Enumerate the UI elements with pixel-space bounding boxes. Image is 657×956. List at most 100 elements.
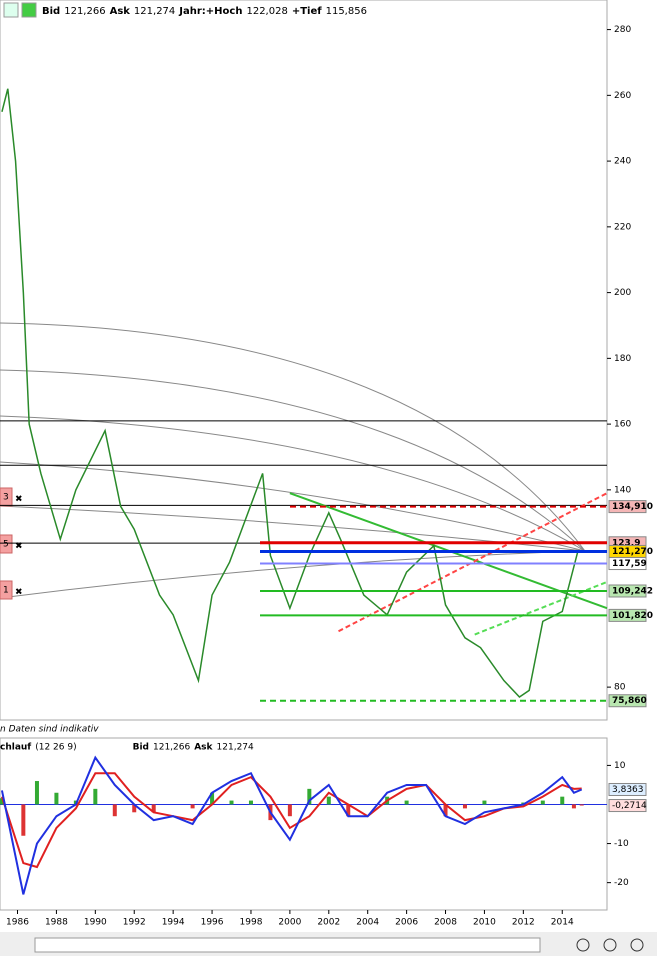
histogram-bar [540, 800, 545, 805]
y-tick-label: 180 [614, 354, 631, 364]
y-tick-label: 10 [614, 761, 626, 771]
macd-line [0, 755, 583, 895]
zoom-in[interactable] [630, 938, 644, 952]
y-tick-label: 160 [614, 420, 631, 430]
level-box [608, 557, 647, 571]
sub-header-item: 121,266 [153, 743, 190, 753]
zoom-out[interactable] [603, 938, 617, 952]
x-tick-label: 1994 [162, 918, 185, 928]
level-label: 134,910 [612, 502, 653, 512]
marker-label: 1 [3, 586, 9, 596]
x-tick-label: 2014 [551, 918, 574, 928]
histogram-bar [112, 804, 117, 817]
x-tick-label: 2004 [356, 918, 379, 928]
histogram-bar [579, 804, 584, 806]
histogram-bar [571, 804, 576, 809]
zoom-button[interactable] [576, 938, 590, 952]
x-tick-label: 1988 [45, 918, 68, 928]
delete-icon: ✖ [15, 542, 23, 552]
level-box [608, 584, 647, 598]
histogram-bar [229, 800, 234, 805]
x-tick-label: 1998 [240, 918, 263, 928]
histogram-bar [132, 804, 137, 813]
x-tick-label: 1996 [201, 918, 224, 928]
price-line [1, 88, 579, 698]
x-tick-label: 1992 [123, 918, 146, 928]
value-box [608, 799, 647, 813]
header-item: Bid [42, 6, 60, 17]
marker [0, 580, 13, 600]
histogram-bar [404, 800, 409, 805]
level-label: 123,9 [612, 538, 640, 548]
histogram-bar [93, 788, 98, 805]
y-tick-label: 220 [614, 222, 631, 232]
level-box [608, 694, 647, 708]
y-tick-label: -10 [614, 839, 629, 849]
level-label: 117,59 [612, 559, 647, 569]
y-tick-label: 140 [614, 485, 631, 495]
value-label: 3,8363 [612, 785, 644, 795]
marker-label: 3 [3, 493, 9, 503]
x-tick-label: 2010 [473, 918, 496, 928]
sub-header-item: Ask [194, 743, 213, 753]
delete-icon: ✖ [15, 495, 23, 505]
histogram-bar [443, 804, 448, 817]
histogram-bar [248, 800, 253, 805]
level-label: 75,860 [612, 696, 647, 706]
histogram-bar [0, 798, 4, 805]
header-item: +Tief [292, 6, 322, 17]
histogram-bar [34, 781, 39, 805]
x-tick-label: 2002 [317, 918, 340, 928]
histogram-bar [54, 792, 59, 805]
sub-header-item: 121,274 [217, 743, 254, 753]
header-item: 115,856 [326, 6, 367, 17]
value-box [608, 782, 647, 796]
button[interactable] [3, 2, 19, 18]
scrollbar[interactable] [34, 937, 541, 953]
histogram-bar [190, 804, 195, 809]
x-tick-label: 2012 [512, 918, 535, 928]
histogram-bar [462, 804, 467, 809]
value-label: -0,2714 [612, 801, 647, 811]
button[interactable] [21, 2, 37, 18]
sub-header-item: Bid [133, 743, 149, 753]
histogram-bar [21, 804, 26, 836]
x-tick-label: 1986 [6, 918, 29, 928]
level-box [608, 608, 647, 622]
y-tick-label: 80 [614, 683, 626, 693]
x-tick-label: 2000 [278, 918, 301, 928]
level-box [608, 500, 647, 514]
histogram-bar [151, 804, 156, 813]
marker-label: 5 [3, 540, 9, 550]
note: n Daten sind indikativ [0, 725, 99, 735]
delete-icon: ✖ [15, 588, 23, 598]
y-tick-label: 240 [614, 157, 631, 167]
level-label: 121,270 [612, 547, 653, 557]
header-item: 121,266 [64, 6, 105, 17]
sub-header-item: chlauf [0, 743, 31, 753]
header-item: Jahr:+Hoch [178, 6, 242, 17]
y-tick-label: 280 [614, 25, 631, 35]
x-tick-label: 1990 [84, 918, 107, 928]
sub-header-item: (12 26 9) [35, 743, 76, 753]
x-tick-label: 2006 [395, 918, 418, 928]
histogram-bar [287, 804, 292, 817]
histogram-bar [482, 800, 487, 805]
header-item: 121,274 [134, 6, 175, 17]
histogram-bar [346, 804, 351, 817]
y-tick-label: -20 [614, 878, 629, 888]
level-label: 109,242 [612, 586, 653, 596]
price-pane [0, 0, 608, 721]
macd-pane [0, 737, 608, 911]
y-tick-label: 260 [614, 91, 631, 101]
trend-line [338, 492, 608, 633]
level-label: 101,820 [612, 611, 653, 621]
histogram-bar [560, 796, 565, 805]
header-item: 122,028 [246, 6, 287, 17]
marker [0, 534, 13, 554]
histogram-bar [210, 792, 215, 805]
x-tick-label: 2008 [434, 918, 457, 928]
marker [0, 487, 13, 507]
